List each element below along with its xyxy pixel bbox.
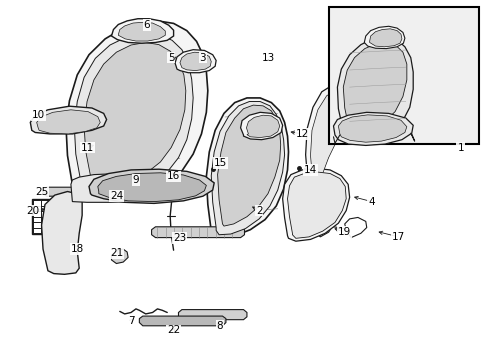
- Polygon shape: [41, 192, 82, 274]
- Polygon shape: [310, 91, 348, 211]
- Polygon shape: [211, 102, 284, 235]
- Polygon shape: [282, 168, 349, 241]
- Polygon shape: [66, 21, 207, 193]
- Text: 19: 19: [337, 227, 351, 237]
- Text: 15: 15: [213, 158, 226, 168]
- Polygon shape: [287, 172, 346, 238]
- Text: 21: 21: [109, 248, 123, 258]
- Polygon shape: [343, 42, 406, 129]
- Polygon shape: [37, 110, 100, 134]
- Text: 17: 17: [391, 232, 405, 242]
- Polygon shape: [118, 22, 165, 41]
- Text: 6: 6: [143, 20, 150, 30]
- Polygon shape: [113, 167, 134, 184]
- Polygon shape: [151, 227, 244, 238]
- Polygon shape: [111, 19, 173, 43]
- Polygon shape: [240, 112, 282, 140]
- Text: 13: 13: [261, 53, 274, 63]
- Text: 5: 5: [167, 53, 174, 63]
- Text: 7: 7: [127, 316, 134, 326]
- Polygon shape: [180, 52, 211, 71]
- Bar: [328, 7, 478, 144]
- Text: 10: 10: [32, 110, 44, 120]
- Polygon shape: [175, 50, 216, 73]
- Polygon shape: [71, 174, 178, 202]
- Text: 8: 8: [216, 321, 223, 331]
- Polygon shape: [369, 29, 401, 47]
- Text: 4: 4: [367, 197, 374, 207]
- Polygon shape: [111, 249, 128, 264]
- Text: 16: 16: [166, 171, 180, 181]
- Polygon shape: [74, 32, 193, 186]
- Polygon shape: [98, 173, 206, 202]
- Polygon shape: [333, 112, 412, 145]
- Polygon shape: [89, 169, 214, 203]
- Polygon shape: [364, 26, 404, 49]
- Text: 3: 3: [199, 53, 206, 63]
- Text: 18: 18: [70, 244, 84, 254]
- Polygon shape: [178, 310, 246, 320]
- Polygon shape: [206, 98, 288, 237]
- Text: 23: 23: [173, 233, 186, 243]
- Polygon shape: [43, 187, 76, 196]
- Polygon shape: [338, 115, 406, 142]
- Text: 20: 20: [27, 206, 40, 216]
- Polygon shape: [337, 37, 412, 138]
- Text: 2: 2: [255, 206, 262, 216]
- Text: 1: 1: [456, 143, 463, 153]
- Polygon shape: [246, 115, 279, 138]
- Polygon shape: [105, 183, 126, 199]
- Text: 24: 24: [109, 191, 123, 201]
- Polygon shape: [305, 86, 350, 217]
- Text: 9: 9: [132, 175, 139, 185]
- Text: 25: 25: [35, 186, 48, 197]
- Text: 12: 12: [295, 129, 308, 139]
- Text: 11: 11: [80, 143, 94, 153]
- Polygon shape: [139, 316, 225, 326]
- Polygon shape: [84, 42, 185, 178]
- Polygon shape: [30, 106, 106, 134]
- Text: 22: 22: [166, 325, 180, 336]
- Polygon shape: [217, 105, 280, 226]
- Text: 14: 14: [303, 165, 317, 175]
